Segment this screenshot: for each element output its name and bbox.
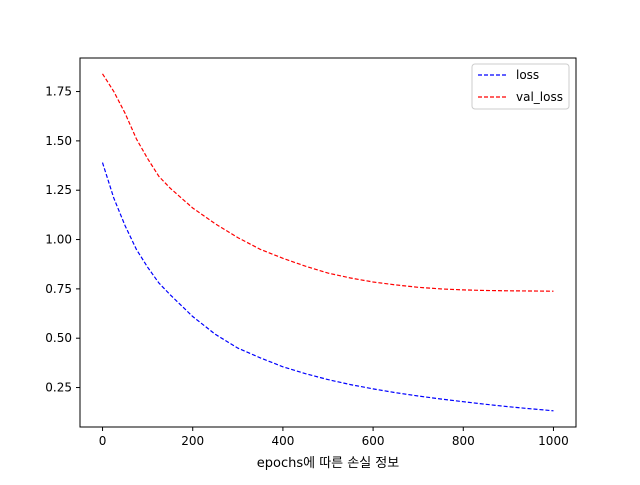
y-tick-label: 0.50 — [45, 331, 72, 345]
plot-frame — [79, 57, 577, 428]
legend-label-val-loss: val_loss — [516, 90, 563, 104]
series-line-loss — [101, 162, 554, 412]
x-tick-label: 800 — [452, 434, 475, 448]
legend-label-loss: loss — [516, 68, 539, 82]
x-tick-label: 600 — [362, 434, 385, 448]
x-tick-label: 400 — [271, 434, 294, 448]
x-axis-ticks: 0 200 400 600 800 1000 — [99, 427, 569, 448]
legend: loss val_loss — [471, 63, 570, 110]
y-tick-label: 1.25 — [45, 183, 72, 197]
y-tick-label: 0.25 — [45, 381, 72, 395]
x-axis-label: epochs에 따른 손실 정보 — [257, 456, 400, 471]
y-tick-label: 0.75 — [45, 282, 72, 296]
y-tick-label: 1.75 — [45, 85, 72, 99]
x-tick-label: 1000 — [538, 434, 569, 448]
y-tick-label: 1.50 — [45, 134, 72, 148]
y-axis-ticks: 0.25 0.50 0.75 1.00 1.25 1.50 1.75 — [45, 85, 80, 395]
series-line-val-loss — [101, 73, 554, 292]
series-layer — [101, 73, 554, 412]
y-tick-label: 1.00 — [45, 233, 72, 247]
x-tick-label: 200 — [181, 434, 204, 448]
x-tick-label: 0 — [99, 434, 107, 448]
